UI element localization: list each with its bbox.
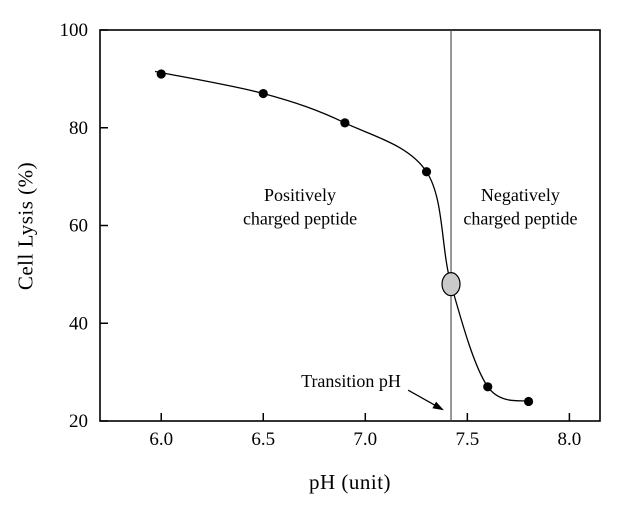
x-tick-label: 7.5 bbox=[455, 429, 479, 450]
arrow-line bbox=[407, 389, 439, 408]
data-point bbox=[340, 118, 350, 128]
data-point bbox=[156, 69, 166, 79]
transition-point-marker bbox=[441, 272, 461, 297]
data-point bbox=[421, 167, 432, 177]
annotation-negatively-charged-label: Negatively charged peptide bbox=[463, 185, 577, 228]
y-axis-title: Cell Lysis (%) bbox=[13, 161, 38, 291]
y-tick-label: 60 bbox=[69, 216, 88, 237]
data-point bbox=[483, 382, 493, 392]
x-tick-label: 6.5 bbox=[251, 429, 275, 450]
annotation-positively-charged-label: Positively charged peptide bbox=[243, 185, 357, 228]
x-tick-label: 8.0 bbox=[558, 429, 582, 450]
y-tick-label: 40 bbox=[69, 313, 88, 334]
x-tick-label: 7.0 bbox=[353, 429, 377, 450]
arrow-head bbox=[432, 401, 444, 411]
y-tick-label: 80 bbox=[69, 118, 88, 139]
y-tick-label: 20 bbox=[69, 411, 88, 432]
x-tick-label: 6.0 bbox=[149, 429, 173, 450]
x-axis-title: pH (unit) bbox=[308, 470, 392, 494]
y-tick-label: 100 bbox=[60, 20, 89, 41]
data-point bbox=[523, 396, 534, 407]
annotation-transition-ph-label: Transition pH bbox=[301, 371, 401, 391]
data-point bbox=[258, 88, 268, 99]
